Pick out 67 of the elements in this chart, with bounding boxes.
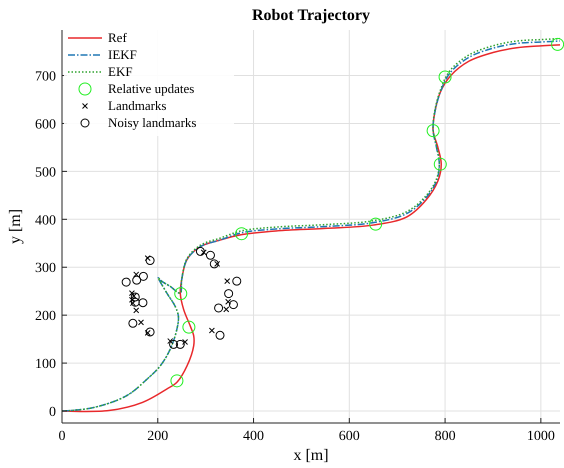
point [176,340,185,349]
point [138,272,148,281]
point [138,298,148,308]
y-tick-label: 400 [35,213,56,228]
point [438,70,452,84]
point [551,38,564,51]
legend-label: EKF [108,64,133,79]
point [146,256,155,266]
y-tick-label: 200 [35,309,56,324]
legend-label: Landmarks [108,98,166,113]
x-tick-label: 600 [338,429,360,444]
legend-label: IEKF [108,47,137,62]
point [182,320,196,334]
point [128,318,138,328]
x-tick-label: 1000 [526,429,555,444]
point [144,255,151,262]
legend-label: Relative updates [108,81,194,96]
point [169,340,178,349]
point [128,296,135,303]
point [144,330,151,336]
point [214,260,220,267]
point [138,319,144,326]
chart-title: Robot Trajectory [252,7,370,24]
point [208,328,215,334]
point [369,218,382,231]
x-tick-label: 800 [434,429,456,444]
point [130,292,140,302]
y-tick-label: 300 [35,261,56,276]
point [182,339,188,346]
legend-label: Noisy landmarks [108,115,196,130]
legend-label: Ref [108,30,128,45]
point [228,300,238,310]
point [232,276,242,286]
point [130,298,140,307]
y-tick-label: 700 [35,70,56,85]
x-tick-label: 200 [147,429,168,444]
point [174,287,188,300]
y-tick-label: 100 [35,357,56,372]
x-tick-label: 400 [243,429,264,444]
point [170,374,184,388]
point [130,300,136,306]
point [196,246,205,256]
point [133,271,140,278]
point [216,330,225,340]
x-tick-label: 0 [58,429,66,444]
x-axis-title: x [m] [293,447,329,464]
y-tick-label: 500 [35,165,56,180]
point [133,307,140,314]
y-axis-title: y [m] [7,208,24,244]
point [224,289,234,298]
point [146,327,155,336]
point [200,249,207,256]
point [206,250,215,260]
point [132,276,142,285]
point [225,298,232,305]
point [167,338,174,344]
point [426,124,440,138]
point [224,278,230,284]
point [235,227,248,240]
point [214,303,224,312]
point [210,259,219,268]
point [223,306,230,312]
y-tick-label: 0 [49,405,56,420]
y-tick-label: 600 [35,117,56,132]
point [122,278,131,287]
point [434,158,447,171]
point [128,290,135,296]
